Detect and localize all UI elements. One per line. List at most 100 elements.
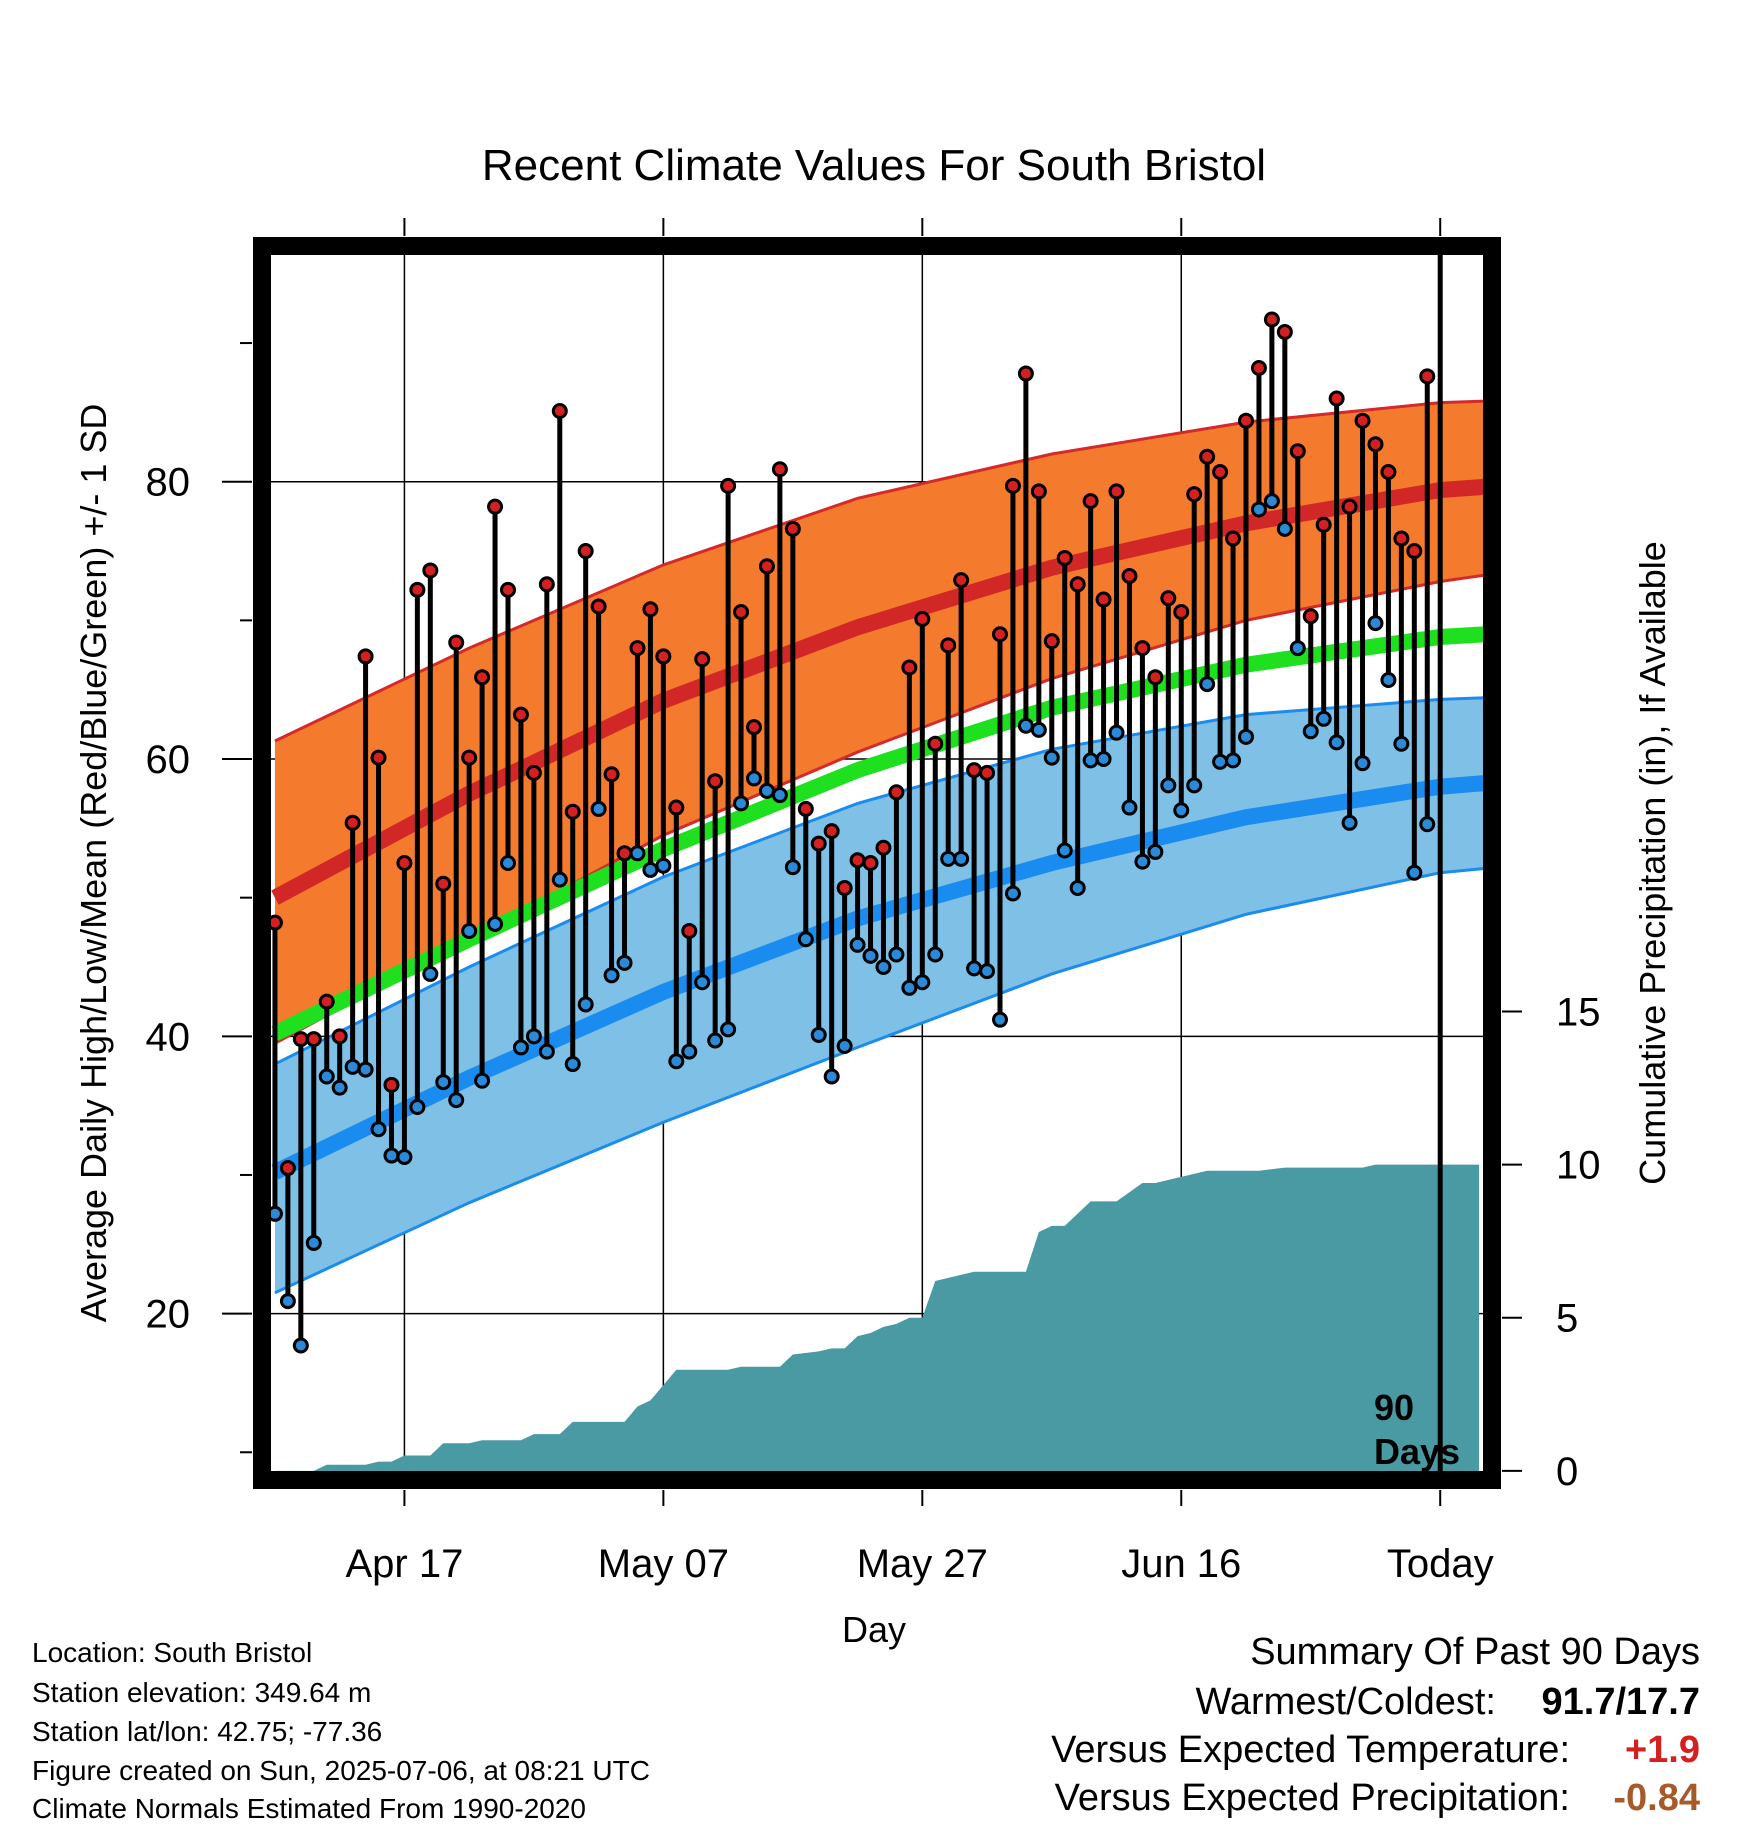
high-point <box>1108 483 1125 500</box>
low-point <box>1406 864 1423 881</box>
low-point <box>784 859 801 876</box>
high-point <box>1043 633 1060 650</box>
high-point <box>461 749 478 766</box>
high-point <box>1263 311 1280 328</box>
high-point <box>642 601 659 618</box>
low-point <box>797 931 814 948</box>
high-point <box>733 604 750 621</box>
low-point <box>1186 777 1203 794</box>
info-created: Figure created on Sun, 2025-07-06, at 08… <box>32 1755 650 1786</box>
high-point <box>1004 477 1021 494</box>
y-tick-label: 60 <box>146 738 191 782</box>
y-axis-label: Average Daily High/Low/Mean (Red/Blue/Gr… <box>73 404 114 1323</box>
high-point <box>590 598 607 615</box>
low-point <box>344 1058 361 1075</box>
today-label-days: Days <box>1374 1431 1460 1472</box>
high-point <box>707 773 724 790</box>
high-point <box>1199 448 1216 465</box>
low-point <box>707 1032 724 1049</box>
low-point <box>1354 755 1371 772</box>
low-point <box>849 936 866 953</box>
y2-tick-label: 0 <box>1556 1450 1578 1494</box>
high-point <box>551 402 568 419</box>
high-point <box>409 581 426 598</box>
y-tick-label: 80 <box>146 461 191 505</box>
high-point <box>435 875 452 892</box>
high-point <box>564 803 581 820</box>
high-normal-band <box>274 400 1492 1044</box>
high-point <box>1354 412 1371 429</box>
low-point <box>487 916 504 933</box>
plot-frame <box>253 237 1501 1489</box>
high-point <box>1393 530 1410 547</box>
high-point <box>823 823 840 840</box>
y2-tick-label: 10 <box>1556 1144 1601 1188</box>
high-point <box>344 814 361 831</box>
low-point <box>318 1068 335 1085</box>
low-point <box>409 1099 426 1116</box>
high-point <box>1341 498 1358 515</box>
high-point <box>862 855 879 871</box>
low-point <box>331 1079 348 1096</box>
high-point <box>953 572 970 589</box>
high-point <box>1017 365 1034 382</box>
low-point <box>642 861 659 878</box>
high-point <box>1121 567 1138 584</box>
low-point <box>1147 843 1164 860</box>
low-point <box>966 960 983 977</box>
low-point <box>1289 640 1306 657</box>
summary-warm-cold-value: 91.7/17.7 <box>1542 1681 1700 1723</box>
low-point <box>422 965 439 982</box>
high-point <box>1289 443 1306 460</box>
low-point <box>1121 799 1138 816</box>
low-point <box>927 946 944 963</box>
summary-temp-value: +1.9 <box>1625 1729 1700 1771</box>
low-point <box>538 1043 555 1060</box>
low-point <box>577 996 594 1013</box>
low-point <box>1263 493 1280 510</box>
high-point <box>875 839 892 856</box>
high-point <box>1134 640 1151 657</box>
summary-precip-value: -0.84 <box>1613 1777 1700 1819</box>
high-point <box>538 576 555 593</box>
y-tick-label: 40 <box>146 1015 191 1059</box>
low-normal-line <box>271 774 1492 1180</box>
low-point <box>836 1038 853 1055</box>
high-point <box>525 764 542 781</box>
high-point <box>603 766 620 783</box>
high-point <box>292 1031 309 1048</box>
high-point <box>331 1028 348 1045</box>
high-point <box>1328 390 1345 407</box>
high-point <box>694 651 711 668</box>
low-point <box>279 1293 296 1310</box>
low-point <box>512 1039 529 1056</box>
high-point <box>1082 493 1099 510</box>
low-point <box>979 963 996 980</box>
high-point <box>1069 576 1086 593</box>
precipitation-area <box>274 1164 1480 1480</box>
high-point <box>500 581 516 598</box>
high-point <box>629 640 646 657</box>
high-point <box>927 735 944 752</box>
low-point <box>810 1026 827 1043</box>
x-tick-label: Today <box>1387 1542 1494 1586</box>
high-point <box>901 659 918 676</box>
low-point <box>1108 724 1125 741</box>
low-point <box>1419 816 1436 833</box>
high-point <box>940 637 957 654</box>
high-point <box>487 498 504 515</box>
high-point <box>668 799 685 816</box>
high-point <box>888 784 905 801</box>
low-point <box>629 845 646 862</box>
high-point <box>577 543 594 560</box>
high-point <box>383 1076 400 1093</box>
y-tick-label: 20 <box>146 1293 191 1337</box>
high-point <box>1095 591 1112 608</box>
low-point <box>992 1011 1008 1028</box>
x-tick-label: May 27 <box>857 1542 988 1586</box>
low-point <box>1238 728 1254 745</box>
low-point <box>500 855 516 871</box>
low-point <box>746 770 762 787</box>
x-tick-label: Apr 17 <box>345 1542 463 1586</box>
low-point <box>668 1053 685 1070</box>
